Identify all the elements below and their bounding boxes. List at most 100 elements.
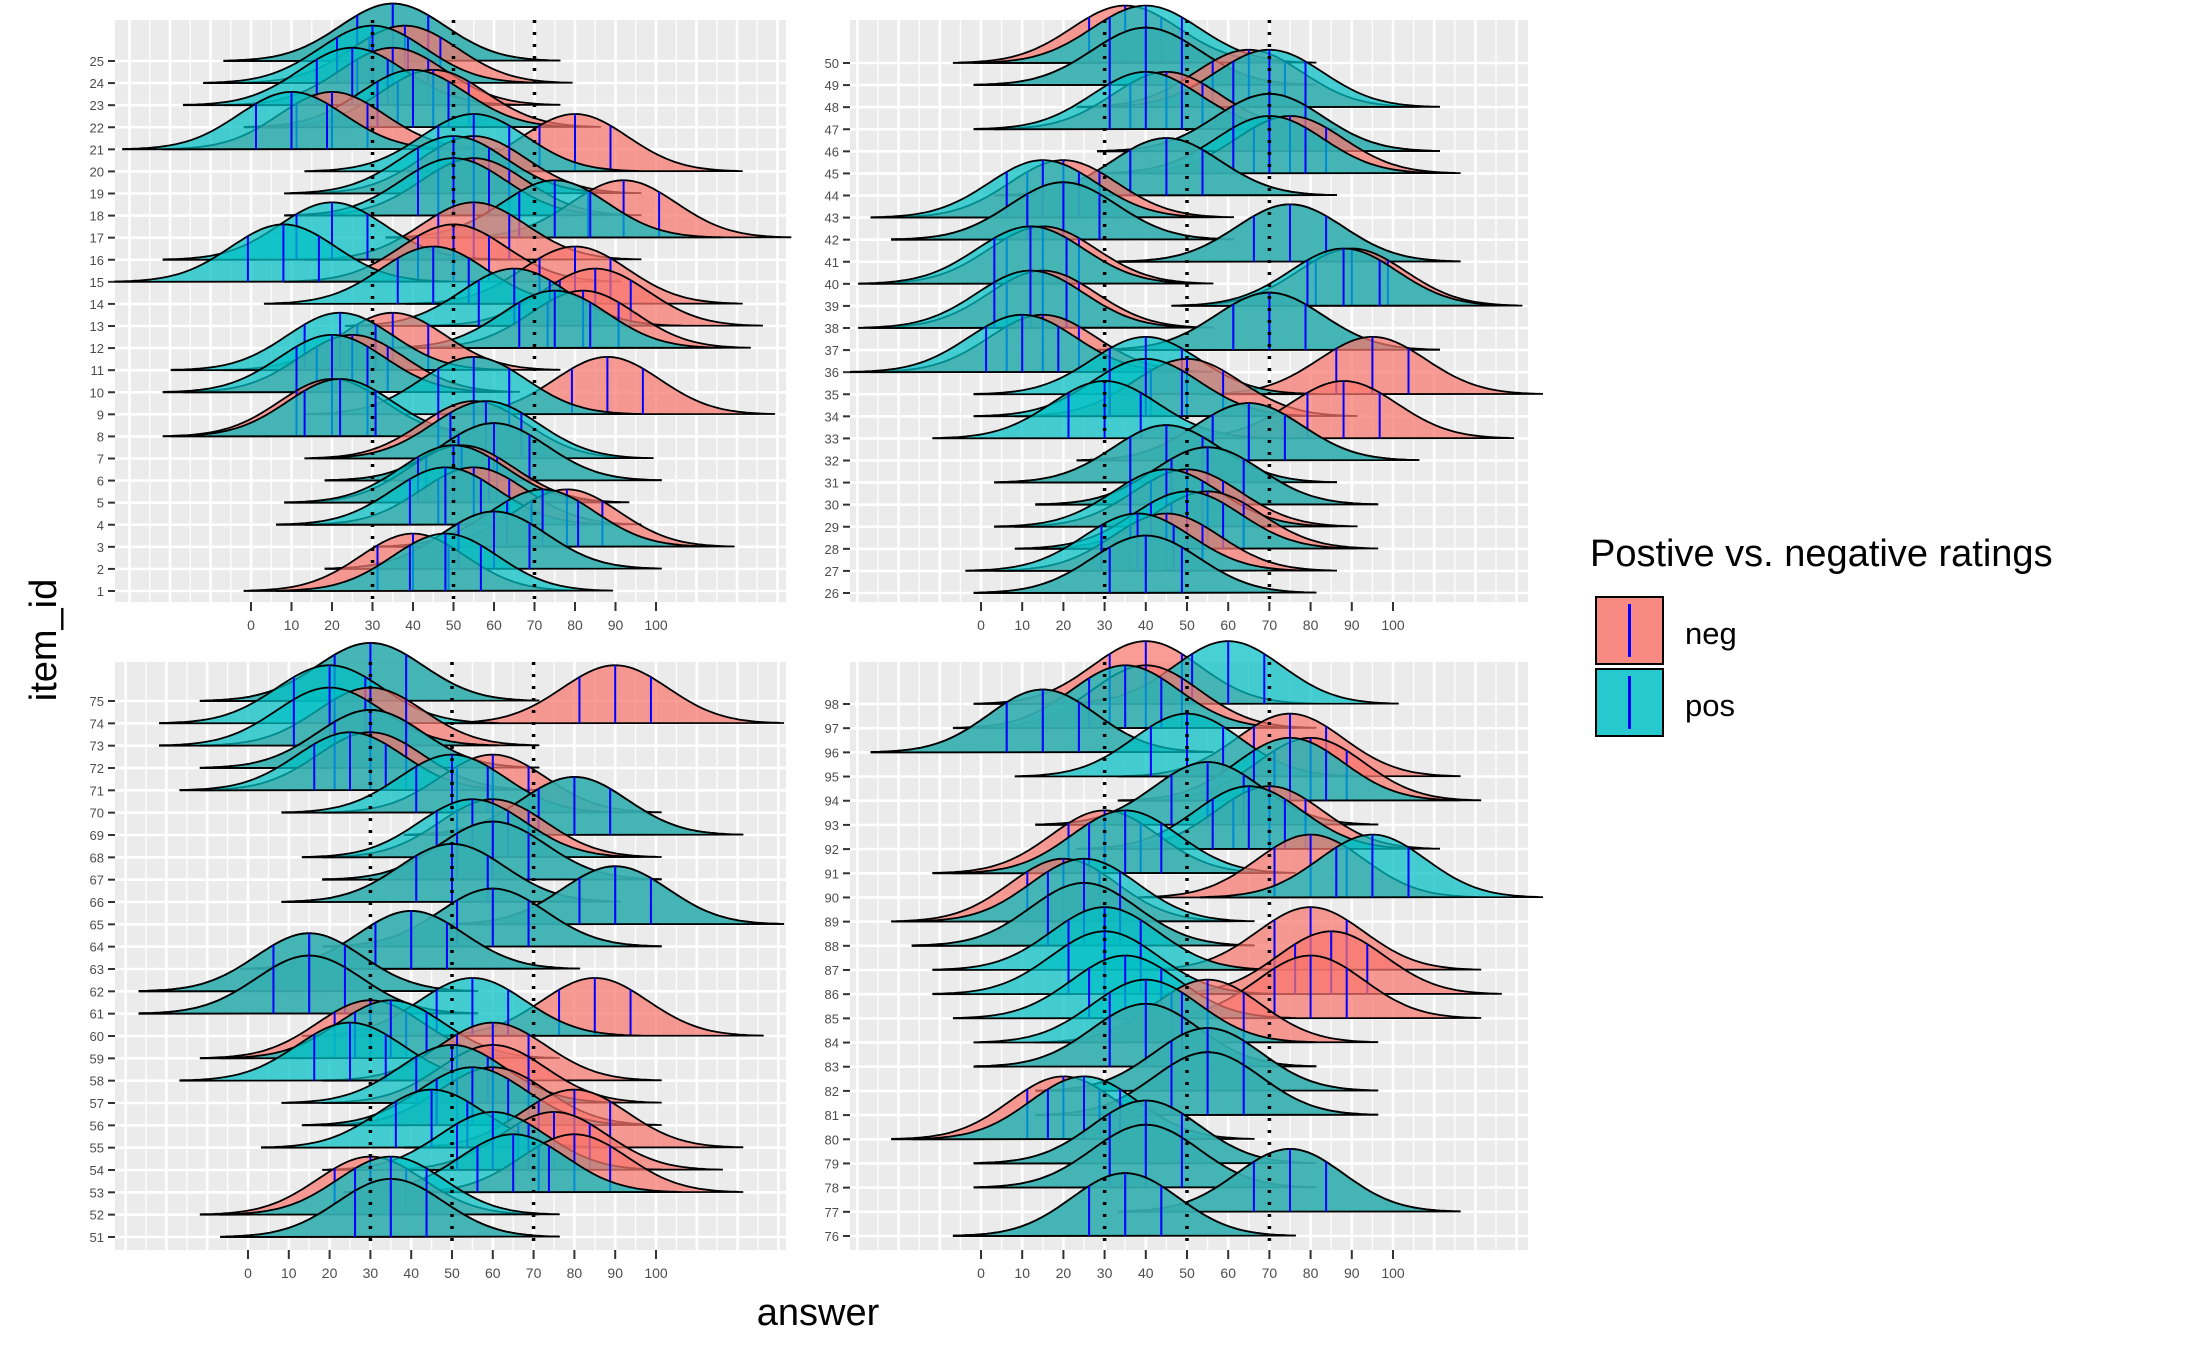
- x-tick-label-100: 100: [644, 617, 668, 633]
- y-tick-label-55: 55: [90, 1141, 104, 1156]
- x-tick-label-50: 50: [446, 617, 462, 633]
- y-tick-label-78: 78: [825, 1181, 839, 1196]
- x-tick-label-100: 100: [1381, 617, 1405, 633]
- y-tick-label-45: 45: [825, 166, 839, 181]
- y-tick-label-15: 15: [90, 275, 104, 290]
- y-tick-label-66: 66: [90, 895, 104, 910]
- y-tick-label-41: 41: [825, 255, 839, 270]
- y-tick-label-63: 63: [90, 962, 104, 977]
- y-tick-label-46: 46: [825, 144, 839, 159]
- panel-2: 26 27 28 29 30 31 32 33 34 35 36 37 38 39 40 41 42 43 44 45…: [825, 4, 1544, 633]
- y-tick-label-62: 62: [90, 984, 104, 999]
- y-tick-label-51: 51: [90, 1230, 104, 1245]
- y-tick-label-80: 80: [825, 1132, 839, 1147]
- y-tick-label-16: 16: [90, 253, 104, 268]
- x-tick-label-60: 60: [1220, 1265, 1236, 1281]
- x-tick-label-40: 40: [1138, 617, 1154, 633]
- x-tick-label-30: 30: [365, 617, 381, 633]
- y-tick-label-49: 49: [825, 78, 839, 93]
- y-tick-label-23: 23: [90, 98, 104, 113]
- x-tick-label-80: 80: [1303, 617, 1319, 633]
- y-tick-label-68: 68: [90, 850, 104, 865]
- ridge-item-40: [858, 225, 1214, 285]
- x-axis-title: answer: [757, 1292, 880, 1334]
- x-tick-label-10: 10: [1014, 1265, 1030, 1281]
- y-tick-label-6: 6: [97, 474, 104, 489]
- x-tick-label-30: 30: [363, 1265, 379, 1281]
- y-tick-label-77: 77: [825, 1205, 839, 1220]
- y-tick-label-20: 20: [90, 164, 104, 179]
- legend-entry-pos: pos: [1595, 668, 1735, 737]
- y-tick-label-43: 43: [825, 211, 839, 226]
- y-tick-label-38: 38: [825, 321, 839, 336]
- x-tick-label-60: 60: [1220, 617, 1236, 633]
- panel-3: 51 52 53 54 55 56 57 58 59 60 61 62 63 64 65 66 67 68 69 70…: [90, 642, 786, 1281]
- y-tick-label-18: 18: [90, 209, 104, 224]
- x-tick-label-10: 10: [1014, 617, 1030, 633]
- ridge-item-61: [138, 954, 479, 1015]
- y-tick-label-11: 11: [91, 363, 105, 378]
- y-tick-label-84: 84: [825, 1036, 839, 1051]
- y-tick-label-93: 93: [825, 818, 839, 833]
- legend-entry-neg: neg: [1595, 596, 1737, 665]
- y-tick-label-19: 19: [90, 187, 104, 202]
- x-tick-label-100: 100: [644, 1265, 668, 1281]
- y-tick-label-92: 92: [825, 842, 839, 857]
- ridge-item-51: [220, 1178, 560, 1238]
- y-tick-label-83: 83: [825, 1060, 839, 1075]
- legend-label-pos: pos: [1685, 688, 1735, 723]
- x-tick-label-50: 50: [444, 1265, 460, 1281]
- x-tick-label-40: 40: [403, 1265, 419, 1281]
- legend-title: Postive vs. negative ratings: [1590, 533, 2053, 575]
- x-tick-label-70: 70: [527, 617, 543, 633]
- x-tick-label-0: 0: [247, 617, 255, 633]
- y-tick-label-32: 32: [825, 454, 839, 469]
- ridge-item-76: [952, 1172, 1296, 1237]
- y-tick-label-5: 5: [97, 496, 104, 511]
- panels-layer: 1234567891011121314151617181920212223242…: [90, 2, 1544, 1281]
- y-tick-label-8: 8: [97, 429, 104, 444]
- panel-4: 76 77 78 79 80 81 82 83 84 85 86 87 88 89 90 91 92 93 94 95…: [825, 640, 1544, 1281]
- y-tick-label-67: 67: [90, 873, 104, 888]
- x-tick-label-20: 20: [324, 617, 340, 633]
- y-tick-label-21: 21: [90, 142, 104, 157]
- y-tick-label-24: 24: [90, 76, 104, 91]
- x-tick-label-60: 60: [486, 617, 502, 633]
- x-tick-label-60: 60: [485, 1265, 501, 1281]
- y-tick-label-1: 1: [97, 584, 104, 599]
- y-tick-label-90: 90: [825, 890, 839, 905]
- y-tick-label-70: 70: [90, 806, 104, 821]
- y-tick-label-96: 96: [825, 745, 839, 760]
- legend: Postive vs. negative ratings neg pos: [1590, 533, 2053, 737]
- y-tick-label-42: 42: [825, 233, 839, 248]
- y-tick-label-94: 94: [825, 794, 839, 809]
- y-tick-label-61: 61: [90, 1007, 104, 1022]
- x-tick-label-0: 0: [977, 1265, 985, 1281]
- y-tick-label-79: 79: [825, 1156, 839, 1171]
- x-tick-label-90: 90: [1344, 1265, 1360, 1281]
- y-tick-label-10: 10: [90, 385, 104, 400]
- x-tick-label-20: 20: [322, 1265, 338, 1281]
- y-tick-label-97: 97: [825, 721, 839, 736]
- y-tick-label-95: 95: [825, 770, 839, 785]
- y-tick-label-57: 57: [90, 1096, 104, 1111]
- panel-1: 1234567891011121314151617181920212223242…: [90, 2, 792, 633]
- x-tick-label-40: 40: [405, 617, 421, 633]
- y-tick-label-30: 30: [825, 498, 839, 513]
- y-tick-label-71: 71: [90, 783, 104, 798]
- x-tick-label-10: 10: [281, 1265, 297, 1281]
- x-tick-label-50: 50: [1179, 1265, 1195, 1281]
- y-tick-label-40: 40: [825, 277, 839, 292]
- y-tick-label-33: 33: [825, 431, 839, 446]
- x-tick-label-0: 0: [244, 1265, 252, 1281]
- ridge-item-41: [1117, 203, 1461, 263]
- x-tick-label-70: 70: [526, 1265, 542, 1281]
- y-tick-label-37: 37: [825, 343, 839, 358]
- y-tick-label-39: 39: [825, 299, 839, 314]
- ridge-item-26: [973, 534, 1317, 594]
- y-tick-label-2: 2: [97, 562, 104, 577]
- y-tick-label-14: 14: [90, 297, 104, 312]
- y-tick-label-60: 60: [90, 1029, 104, 1044]
- y-tick-label-86: 86: [825, 987, 839, 1002]
